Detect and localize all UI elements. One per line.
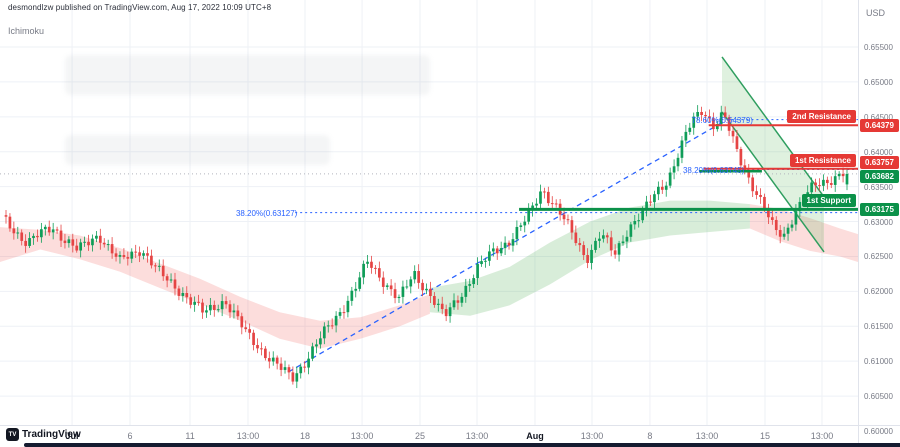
price-tick-label: 0.63500 xyxy=(864,182,893,192)
price-axis-badge: 0.63682 xyxy=(860,170,899,184)
price-tick-label: 0.64000 xyxy=(864,147,893,157)
price-tick-label: 0.60000 xyxy=(864,427,893,436)
time-tick-label: 13:00 xyxy=(810,431,834,441)
price-tick-label: 0.60500 xyxy=(864,392,893,402)
tradingview-logo-text: TradingView xyxy=(22,429,81,440)
price-tick-label: 0.61000 xyxy=(864,357,893,367)
level-label: 1st Resistance xyxy=(789,153,856,167)
price-axis-badge: 0.63757 xyxy=(860,156,899,170)
axis-corner xyxy=(858,425,900,426)
chart-annotations-layer: 2nd Resistance 1st Resistance 1st Support 7… xyxy=(235,110,856,218)
fib-label: 38.20%(0.63745) xyxy=(682,165,745,175)
time-tick-label: 11 xyxy=(185,431,195,441)
bottom-scrollbar[interactable] xyxy=(24,443,900,447)
time-tick-label: 8 xyxy=(647,431,653,441)
price-tick-label: 0.64500 xyxy=(864,112,893,122)
price-tick-label: 0.65000 xyxy=(864,77,893,87)
watermark-blur xyxy=(65,55,430,95)
tradingview-logo[interactable]: TV TradingView xyxy=(6,428,81,441)
price-axis-badge: 0.64379 xyxy=(860,118,899,132)
time-tick-label: Jul xyxy=(65,431,79,441)
price-chart-plot[interactable] xyxy=(0,0,858,425)
time-tick-label: 13:00 xyxy=(350,431,374,441)
price-tick-label: 0.62500 xyxy=(864,252,893,262)
time-tick-label: 25 xyxy=(414,431,425,441)
time-tick-label: Aug xyxy=(526,431,544,441)
watermark-blur xyxy=(65,135,330,165)
price-tick-label: 0.65500 xyxy=(864,43,893,52)
time-tick-label: 13:00 xyxy=(580,431,604,441)
fib-label: 78.60%(0.64379) xyxy=(691,115,753,125)
level-label: 2nd Resistance xyxy=(787,110,856,124)
level-label: 1st Support xyxy=(801,194,856,208)
level-lines[interactable] xyxy=(519,124,858,211)
price-tick-label: 0.61500 xyxy=(864,322,893,332)
tradingview-logo-icon: TV xyxy=(6,428,19,441)
trendline[interactable] xyxy=(287,121,724,373)
time-tick-label: 13:00 xyxy=(465,431,489,441)
fib-label: 38.20%(0.63127) xyxy=(235,208,298,218)
candles xyxy=(4,105,849,389)
time-tick-label: 15 xyxy=(759,431,770,441)
price-tick-label: 0.63000 xyxy=(864,217,893,227)
currency-label: USD xyxy=(866,8,886,18)
price-axis[interactable]: USD 0.60000 0.60500 0.61000 0.61500 0.62000 0… xyxy=(858,0,900,447)
time-tick-label: 13:00 xyxy=(695,431,719,441)
price-axis-badge: 0.63175 xyxy=(860,202,899,216)
time-tick-label: 6 xyxy=(127,431,133,441)
time-tick-label: 18 xyxy=(300,431,311,441)
indicator-legend[interactable]: Ichimoku xyxy=(8,26,45,36)
time-tick-label: 13:00 xyxy=(236,431,260,441)
price-tick-label: 0.62000 xyxy=(864,287,893,297)
publish-byline: desmondlzw published on TradingView.com,… xyxy=(8,3,272,12)
time-axis[interactable]: Jul 6 11 13:00 18 13:00 25 13:00 Aug 13:00 8 13:00 1… xyxy=(0,425,858,447)
ichimoku-cloud xyxy=(0,200,858,349)
